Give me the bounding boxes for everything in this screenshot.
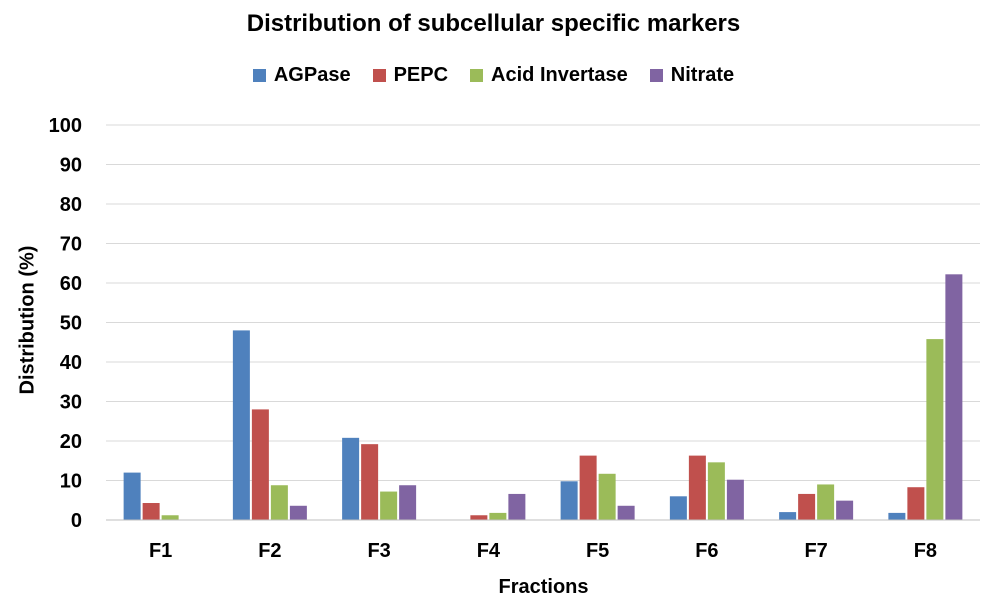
legend-item: Nitrate — [649, 64, 735, 87]
legend-swatch — [649, 69, 663, 82]
legend-swatch — [470, 69, 484, 82]
bar-nitrate-f6 — [726, 479, 744, 520]
x-tick-label: F3 — [367, 540, 390, 562]
bar-pepc-f3 — [361, 444, 379, 520]
bar-nitrate-f2 — [289, 505, 307, 520]
bar-pepc-f8 — [907, 487, 925, 520]
x-tick-label: F4 — [477, 540, 501, 562]
bar-agpase-f8 — [888, 512, 906, 520]
bar-agpase-f6 — [669, 496, 687, 520]
bar-pepc-f6 — [688, 455, 706, 520]
legend-item: PEPC — [372, 64, 449, 87]
y-tick-label: 50 — [60, 313, 82, 335]
bar-agpase-f5 — [560, 481, 578, 520]
bar-acid-invertase-f8 — [926, 339, 944, 520]
y-tick-label: 100 — [49, 115, 82, 137]
bar-pepc-f1 — [142, 503, 160, 520]
y-tick-label: 40 — [60, 352, 82, 374]
bar-acid-invertase-f2 — [270, 485, 288, 520]
bar-nitrate-f5 — [617, 505, 635, 520]
y-tick-label: 20 — [60, 431, 82, 453]
x-tick-label: F6 — [695, 540, 718, 562]
legend-swatch — [372, 69, 386, 82]
bar-agpase-f7 — [779, 512, 797, 520]
y-tick-label: 10 — [60, 471, 82, 493]
bar-agpase-f1 — [123, 472, 141, 520]
legend-label: Nitrate — [670, 64, 735, 86]
bar-agpase-f2 — [232, 330, 250, 520]
bar-pepc-f5 — [579, 455, 597, 520]
bar-nitrate-f8 — [945, 274, 963, 520]
x-tick-label: F5 — [586, 540, 609, 562]
bar-nitrate-f4 — [508, 493, 526, 520]
bar-pepc-f7 — [798, 493, 816, 520]
legend-label: PEPC — [393, 64, 449, 86]
y-tick-label: 30 — [60, 392, 82, 414]
bar-pepc-f2 — [251, 409, 269, 520]
legend-label: Acid Invertase — [491, 64, 628, 86]
x-tick-label: F1 — [149, 540, 172, 562]
bar-acid-invertase-f7 — [817, 484, 835, 520]
chart-legend: AGPase PEPC Acid Invertase Nitrate — [0, 64, 987, 87]
bar-acid-invertase-f4 — [489, 512, 507, 520]
legend-item: AGPase — [252, 64, 351, 87]
x-tick-label: F7 — [804, 540, 827, 562]
y-tick-label: 60 — [60, 273, 82, 295]
x-tick-label: F2 — [258, 540, 281, 562]
x-tick-label: F8 — [914, 540, 937, 562]
y-tick-label: 80 — [60, 194, 82, 216]
bar-nitrate-f7 — [836, 500, 854, 520]
bar-acid-invertase-f5 — [598, 473, 616, 520]
y-axis-label: Distribution (%) — [16, 245, 39, 395]
bar-nitrate-f3 — [399, 485, 417, 520]
chart-title: Distribution of subcellular specific mar… — [246, 10, 741, 37]
bar-pepc-f4 — [470, 515, 488, 520]
legend-item: Acid Invertase — [470, 64, 628, 87]
bar-acid-invertase-f1 — [161, 515, 179, 520]
y-tick-label: 0 — [71, 510, 82, 532]
y-tick-label: 70 — [60, 234, 82, 256]
x-axis-label: Fractions — [498, 576, 589, 598]
legend-swatch — [252, 69, 266, 82]
bar-agpase-f3 — [342, 437, 360, 520]
legend-label: AGPase — [273, 64, 351, 86]
bar-acid-invertase-f3 — [380, 491, 398, 520]
bar-acid-invertase-f6 — [707, 462, 725, 520]
y-tick-label: 90 — [60, 155, 82, 177]
